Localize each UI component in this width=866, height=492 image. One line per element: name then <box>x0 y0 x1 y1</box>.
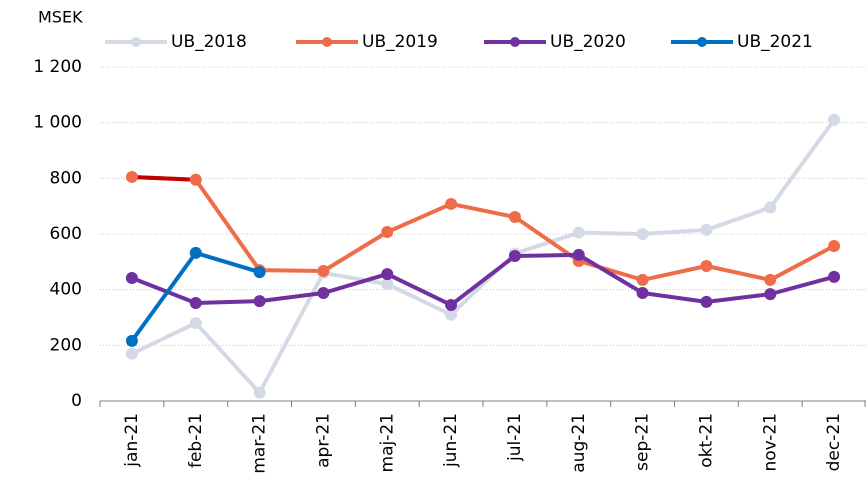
legend-label: UB_2020 <box>550 32 626 52</box>
point <box>189 317 202 330</box>
point <box>636 273 649 286</box>
point <box>125 271 138 284</box>
point <box>381 268 394 281</box>
point <box>253 386 266 399</box>
x-tick-label: aug-21 <box>569 413 589 473</box>
point <box>125 347 138 360</box>
x-tick-label: feb-21 <box>186 413 206 468</box>
point <box>317 265 330 278</box>
y-tick-label: 400 <box>50 280 82 300</box>
legend-marker <box>131 37 141 47</box>
point <box>125 170 138 183</box>
legend-marker <box>322 37 332 47</box>
series-line <box>131 118 836 395</box>
point <box>828 113 841 126</box>
x-tick-label: nov-21 <box>760 413 780 472</box>
legend-label: UB_2019 <box>362 32 438 52</box>
point <box>828 270 841 283</box>
point <box>189 246 202 259</box>
y-tick-label: 800 <box>50 168 82 188</box>
point <box>764 288 777 301</box>
point <box>764 201 777 214</box>
point <box>445 308 458 321</box>
x-tick-label: jun-21 <box>441 413 461 468</box>
series-line <box>131 252 835 307</box>
point <box>508 211 521 224</box>
point <box>700 260 713 273</box>
y-tick-label: 1 200 <box>33 57 82 77</box>
legend-label: UB_2021 <box>737 32 813 52</box>
y-tick-label: 1 000 <box>33 113 82 133</box>
point <box>189 173 202 186</box>
series-line <box>131 174 836 282</box>
point <box>253 266 266 279</box>
x-tick-label: jan-21 <box>122 413 142 468</box>
point <box>636 287 649 300</box>
point <box>445 298 458 311</box>
point <box>381 278 394 291</box>
point <box>572 226 585 239</box>
y-tick-label: 600 <box>50 224 82 244</box>
x-tick-label: maj-21 <box>377 413 397 472</box>
highlight-segment <box>131 174 196 182</box>
point <box>508 249 521 262</box>
legend-label: UB_2018 <box>171 32 247 52</box>
point <box>828 239 841 252</box>
y-tick-label: 200 <box>50 335 82 355</box>
x-tick-label: sep-21 <box>633 413 653 471</box>
point <box>764 273 777 286</box>
point <box>317 287 330 300</box>
legend-marker <box>510 37 520 47</box>
y-axis-label: MSEK <box>38 8 83 27</box>
point <box>381 226 394 239</box>
x-tick-label: okt-21 <box>696 413 716 468</box>
point <box>253 295 266 308</box>
x-tick-label: mar-21 <box>250 413 270 474</box>
point <box>700 295 713 308</box>
x-tick-label: apr-21 <box>313 413 333 468</box>
point <box>189 297 202 310</box>
point <box>700 223 713 236</box>
y-tick-label: 0 <box>71 391 82 411</box>
x-tick-label: jul-21 <box>505 413 525 462</box>
point <box>636 228 649 240</box>
x-tick-label: dec-21 <box>824 413 844 471</box>
point <box>572 248 585 261</box>
legend-marker <box>697 37 707 47</box>
point <box>445 197 458 210</box>
point <box>125 334 138 347</box>
